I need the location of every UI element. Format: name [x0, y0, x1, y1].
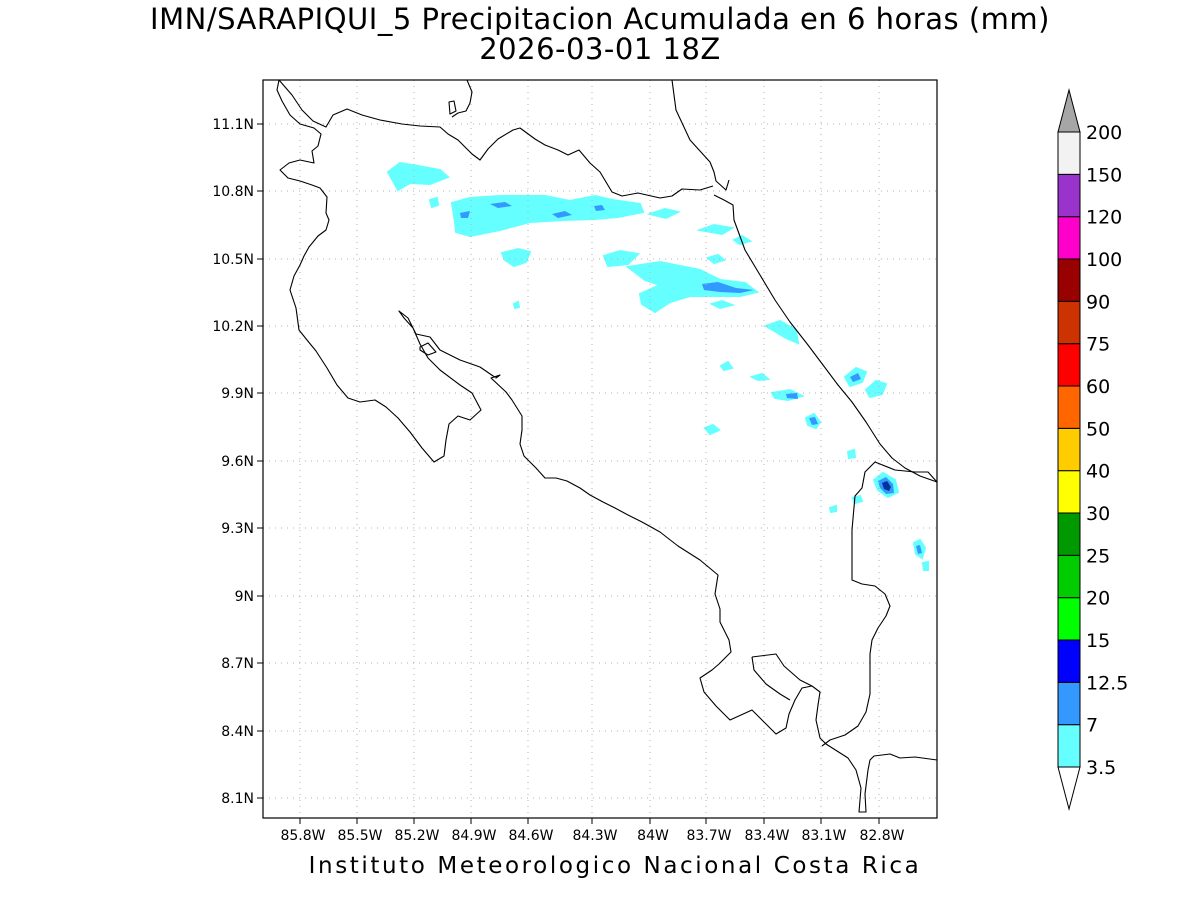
- lat-tick-label: 8.7N: [221, 656, 254, 672]
- colorbar-label: 50: [1086, 418, 1110, 440]
- lat-tick-label: 9.9N: [221, 386, 254, 402]
- lat-tick-label: 10.8N: [212, 184, 254, 200]
- map-frame: [262, 79, 938, 819]
- colorbar: 3.5 7 12.5 15 20 25 30 40 50 60 75 90 100 120 150 200: [1057, 88, 1128, 811]
- lon-tick-label: 85.2W: [394, 828, 439, 844]
- map-valid-time: 2026-03-01 18Z: [479, 32, 721, 66]
- lat-tick-label: 11.1N: [212, 117, 254, 133]
- lon-tick-label: 84.9W: [451, 828, 496, 844]
- colorbar-swatch: [1057, 173, 1081, 218]
- credit-text: Instituto Meteorologico Nacional Costa R…: [308, 853, 922, 879]
- colorbar-label: 7: [1086, 715, 1098, 737]
- lat-tick-label: 9N: [235, 589, 254, 605]
- lon-tick-label: 83.7W: [686, 828, 731, 844]
- colorbar-label: 75: [1086, 334, 1110, 356]
- coastline-borders: [276, 79, 938, 813]
- colorbar-label: 30: [1086, 503, 1110, 525]
- lat-tick-label: 8.4N: [221, 724, 254, 740]
- colorbar-swatch: [1057, 639, 1081, 683]
- colorbar-swatch: [1057, 131, 1081, 175]
- colorbar-label: 25: [1086, 545, 1110, 567]
- lon-tick-label: 82.8W: [859, 828, 904, 844]
- latitude-labels: 11.1N 10.8N 10.5N 10.2N 9.9N 9.6N 9.3N 9N 8.7N 8.…: [212, 117, 254, 807]
- colorbar-swatch: [1057, 724, 1081, 768]
- colorbar-swatch: [1057, 343, 1081, 387]
- lon-tick-label: 84.6W: [508, 828, 553, 844]
- colorbar-swatch: [1057, 427, 1081, 472]
- map-title: IMN/SARAPIQUI_5 Precipitacion Acumulada …: [150, 2, 1050, 36]
- axis-ticks: [257, 123, 880, 824]
- lon-tick-label: 85.8W: [280, 828, 325, 844]
- precip-light-areas: [386, 161, 929, 571]
- lon-tick-label: 83.4W: [744, 828, 789, 844]
- lat-tick-label: 10.5N: [212, 252, 254, 268]
- colorbar-label: 90: [1086, 291, 1110, 313]
- colorbar-swatch: [1057, 681, 1081, 726]
- lon-tick-label: 85.5W: [337, 828, 382, 844]
- colorbar-swatch: [1057, 470, 1081, 514]
- colorbar-label: 60: [1086, 376, 1110, 398]
- lon-tick-label: 84.3W: [572, 828, 617, 844]
- lon-tick-label: 83.1W: [801, 828, 846, 844]
- precip-core-areas: [882, 481, 891, 491]
- colorbar-swatch: [1057, 385, 1081, 429]
- longitude-labels: 85.8W 85.5W 85.2W 84.9W 84.6W 84.3W 84W 83.7W 83…: [280, 828, 904, 844]
- colorbar-swatch: [1057, 300, 1081, 345]
- colorbar-label: 150: [1086, 164, 1122, 186]
- colorbar-upper-extension: [1057, 88, 1081, 133]
- colorbar-swatch: [1057, 597, 1081, 641]
- lat-tick-label: 9.3N: [221, 521, 254, 537]
- lat-tick-label: 8.1N: [221, 791, 254, 807]
- colorbar-label: 100: [1086, 249, 1122, 271]
- colorbar-label: 12.5: [1086, 672, 1128, 694]
- colorbar-label: 15: [1086, 630, 1110, 652]
- colorbar-label: 3.5: [1086, 757, 1116, 779]
- colorbar-swatch: [1057, 554, 1081, 599]
- colorbar-label: 120: [1086, 207, 1122, 229]
- lon-tick-label: 84W: [637, 828, 669, 844]
- colorbar-swatch: [1057, 258, 1081, 302]
- colorbar-label: 20: [1086, 588, 1110, 610]
- colorbar-label: 40: [1086, 461, 1110, 483]
- lat-tick-label: 9.6N: [221, 454, 254, 470]
- colorbar-swatch: [1057, 216, 1081, 260]
- colorbar-swatch: [1057, 512, 1081, 556]
- lat-tick-label: 10.2N: [212, 319, 254, 335]
- lat-lon-grid: [263, 80, 937, 818]
- colorbar-label: 200: [1086, 122, 1122, 144]
- colorbar-lower-extension: [1057, 766, 1081, 811]
